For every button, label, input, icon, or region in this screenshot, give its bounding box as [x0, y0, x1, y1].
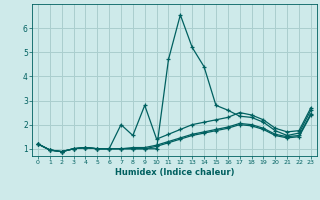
- X-axis label: Humidex (Indice chaleur): Humidex (Indice chaleur): [115, 168, 234, 177]
